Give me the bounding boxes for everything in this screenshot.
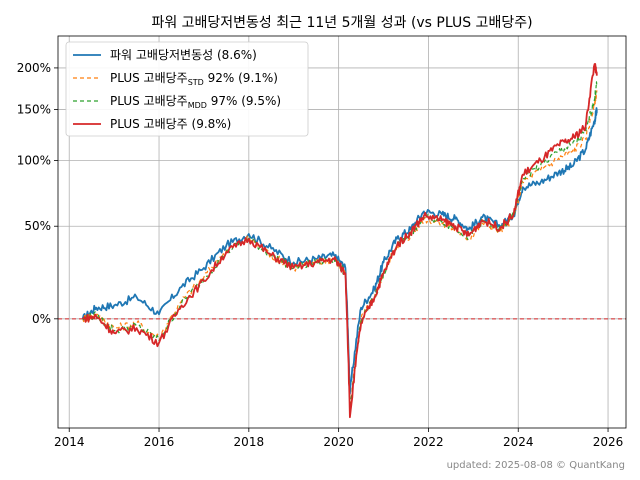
series-line-3 — [82, 63, 598, 419]
footer-credit: updated: 2025-08-08 © QuantKang — [447, 460, 625, 471]
x-tick-label: 2026 — [593, 435, 624, 449]
legend: 파워 고배당저변동성 (8.6%)PLUS 고배당주STD 92% (9.1%)… — [65, 41, 309, 137]
legend-label-tail: (9.8%) — [188, 117, 232, 131]
x-tick-label: 2018 — [234, 435, 265, 449]
y-tick-label: 50% — [24, 219, 51, 233]
chart-title: 파워 고배당저변동성 최근 11년 5개월 성과 (vs PLUS 고배당주) — [151, 15, 532, 31]
x-tick-label: 2016 — [144, 435, 175, 449]
legend-label-2: PLUS 고배당주MDD 97% (9.5%) — [110, 94, 281, 110]
plot-frame — [57, 35, 627, 429]
x-axis-ticks: 2014 2016 2018 2020 2022 2024 2026 — [54, 428, 623, 449]
x-tick-label: 2020 — [323, 435, 354, 449]
series-line-0 — [81, 107, 598, 395]
legend-label-tail: 97% (9.5%) — [207, 94, 281, 108]
legend-label-tail: 92% (9.1%) — [204, 71, 278, 85]
legend-label-main: PLUS 고배당주 — [110, 94, 188, 108]
legend-label-main: PLUS 고배당주 — [110, 71, 188, 85]
series-lines — [81, 63, 598, 419]
x-tick-label: 2022 — [413, 435, 444, 449]
x-tick-label: 2024 — [503, 435, 534, 449]
y-tick-label: 150% — [17, 103, 51, 117]
y-tick-label: 0% — [32, 312, 51, 326]
y-tick-label: 100% — [17, 154, 51, 168]
y-axis-ticks: 0% 50% 100% 150% 200% — [17, 61, 58, 326]
y-tick-label: 200% — [17, 61, 51, 75]
legend-label-subscript: MDD — [188, 101, 207, 110]
legend-label-main: 파워 고배당저변동성 — [110, 48, 213, 62]
legend-label-main: PLUS 고배당주 — [110, 117, 188, 131]
x-tick-label: 2014 — [54, 435, 85, 449]
legend-label-0: 파워 고배당저변동성 (8.6%) — [110, 48, 257, 62]
legend-label-tail: (8.6%) — [213, 48, 257, 62]
legend-label-1: PLUS 고배당주STD 92% (9.1%) — [110, 71, 278, 87]
legend-label-subscript: STD — [188, 78, 204, 87]
legend-label-3: PLUS 고배당주 (9.8%) — [110, 117, 231, 131]
legend-box — [65, 41, 309, 137]
